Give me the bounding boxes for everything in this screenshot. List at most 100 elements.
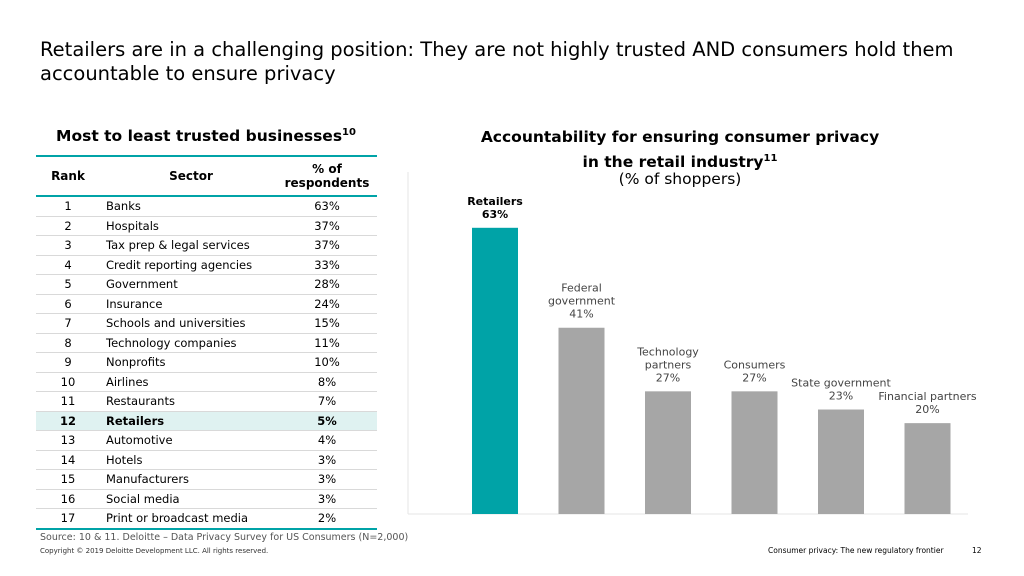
percent-cell: 63% (277, 196, 377, 217)
copyright: Copyright © 2019 Deloitte Development LL… (40, 547, 269, 555)
percent-cell: 3% (277, 489, 377, 509)
table-row: 16 Social media 3% (36, 489, 377, 509)
percent-cell: 10% (277, 352, 377, 373)
sector-cell: Restaurants (100, 391, 277, 412)
bar-value-label: 20% (915, 403, 939, 416)
rank-cell: 16 (36, 489, 100, 509)
sector-cell: Hospitals (100, 216, 277, 236)
percent-cell: 4% (277, 430, 377, 451)
table-title-text: Most to least trusted businesses (56, 127, 343, 146)
rank-cell: 1 (36, 196, 100, 217)
rank-cell: 2 (36, 216, 100, 236)
percent-column-header: % of respondents (277, 156, 377, 197)
table-row: 2 Hospitals 37% (36, 216, 377, 236)
bar-retailers (472, 227, 518, 515)
table-row: 12 Retailers 5% (36, 411, 377, 431)
percent-cell: 7% (277, 391, 377, 412)
chart-title-text: Accountability for ensuring consumer pri… (480, 128, 880, 172)
bar-technology-partners (645, 391, 691, 514)
sector-cell: Automotive (100, 430, 277, 451)
sector-cell: Nonprofits (100, 352, 277, 373)
percent-cell: 15% (277, 313, 377, 334)
table-row: 5 Government 28% (36, 274, 377, 295)
rank-cell: 8 (36, 333, 100, 353)
slide-title: Retailers are in a challenging position:… (40, 38, 954, 85)
bar-value-label: 63% (482, 208, 508, 221)
bar-category-label: partners (645, 358, 692, 371)
rank-cell: 10 (36, 372, 100, 392)
rank-cell: 17 (60, 511, 76, 526)
sector-cell: Schools and universities (100, 313, 277, 334)
footer-title: Consumer privacy: The new regulatory fro… (768, 546, 944, 555)
sector-cell: Retailers (100, 411, 277, 431)
rank-cell: 13 (36, 430, 100, 451)
bar-financial-partners (904, 423, 951, 514)
sector-cell: Insurance (100, 294, 277, 314)
percent-cell: 24% (277, 294, 377, 314)
chart-subtitle: (% of shoppers) (618, 170, 742, 188)
sector-cell: Banks (100, 196, 277, 217)
sector-cell: Hotels (100, 450, 277, 470)
table-row: 9 Nonprofits 10% (36, 352, 377, 373)
table-row: 7 Schools and universities 15% (36, 313, 377, 334)
rank-cell: 12 (36, 411, 100, 431)
table-row: 15 Manufacturers 3% (36, 469, 377, 490)
bar-consumers (731, 391, 778, 514)
percent-cell: 5% (277, 411, 377, 431)
table-title: Most to least trusted businesses10 (36, 127, 376, 145)
percent-cell: 37% (277, 216, 377, 236)
table-title-footnote: 10 (342, 127, 356, 138)
percent-cell: 3% (277, 450, 377, 470)
bar-state-government (818, 409, 864, 514)
rank-cell: 3 (36, 235, 100, 256)
sector-cell: Manufacturers (100, 469, 277, 490)
table-row: 4 Credit reporting agencies 33% (36, 255, 377, 275)
bar-federal-government (558, 327, 605, 514)
bar-value-label: 27% (656, 371, 680, 384)
sector-cell: Technology companies (100, 333, 277, 353)
table-row: 17 Print or broadcast media 2% (36, 509, 377, 529)
sector-cell: Credit reporting agencies (100, 255, 277, 275)
sector-column-header: Sector (100, 156, 277, 197)
rank-column-header: Rank (36, 156, 100, 197)
percent-cell: 2% (317, 511, 337, 526)
rank-cell: 6 (36, 294, 100, 314)
table-row: 14 Hotels 3% (36, 450, 377, 470)
sector-cell: Airlines (100, 372, 277, 392)
rank-cell: 14 (36, 450, 100, 470)
table-row: 10 Airlines 8% (36, 372, 377, 392)
bar-value-label: 23% (829, 390, 853, 403)
bar-category-label: Federal (561, 282, 602, 295)
percent-cell: 28% (277, 274, 377, 295)
rank-cell: 11 (36, 391, 100, 412)
chart-title: Accountability for ensuring consumer pri… (470, 127, 890, 173)
percent-cell: 33% (277, 255, 377, 275)
bar-category-label: Consumers (724, 358, 786, 371)
bar-value-label: 27% (742, 371, 766, 384)
bar-category-label: State government (791, 377, 891, 390)
rank-cell: 7 (36, 313, 100, 334)
trust-ranking-table: Rank Sector % of respondents 1 Banks 63% 2 H… (36, 155, 377, 530)
sector-cell: Social media (100, 489, 277, 509)
bar-category-label: government (548, 295, 616, 308)
table-row: 1 Banks 63% (36, 196, 377, 217)
rank-cell: 4 (36, 255, 100, 275)
source-note: Source: 10 & 11. Deloitte – Data Privacy… (40, 532, 409, 543)
bar-category-label: Retailers (467, 195, 523, 208)
bar-value-label: 41% (569, 308, 593, 321)
table-body: 1 Banks 63% 2 Hospitals 37% 3 Tax prep & legal … (36, 196, 377, 529)
table-row: 13 Automotive 4% (36, 430, 377, 451)
rank-cell: 15 (36, 469, 100, 490)
bar-category-label: Technology (636, 345, 699, 358)
table-header-row: Rank Sector % of respondents (36, 156, 377, 197)
rank-cell: 5 (36, 274, 100, 295)
chart-title-footnote: 11 (763, 153, 778, 164)
bar-category-label: Financial partners (878, 390, 976, 403)
sector-cell: Government (100, 274, 277, 295)
percent-cell: 8% (277, 372, 377, 392)
percent-cell: 11% (277, 333, 377, 353)
percent-cell: 3% (277, 469, 377, 490)
sector-cell: Tax prep & legal services (100, 235, 277, 256)
percent-cell: 37% (277, 235, 377, 256)
